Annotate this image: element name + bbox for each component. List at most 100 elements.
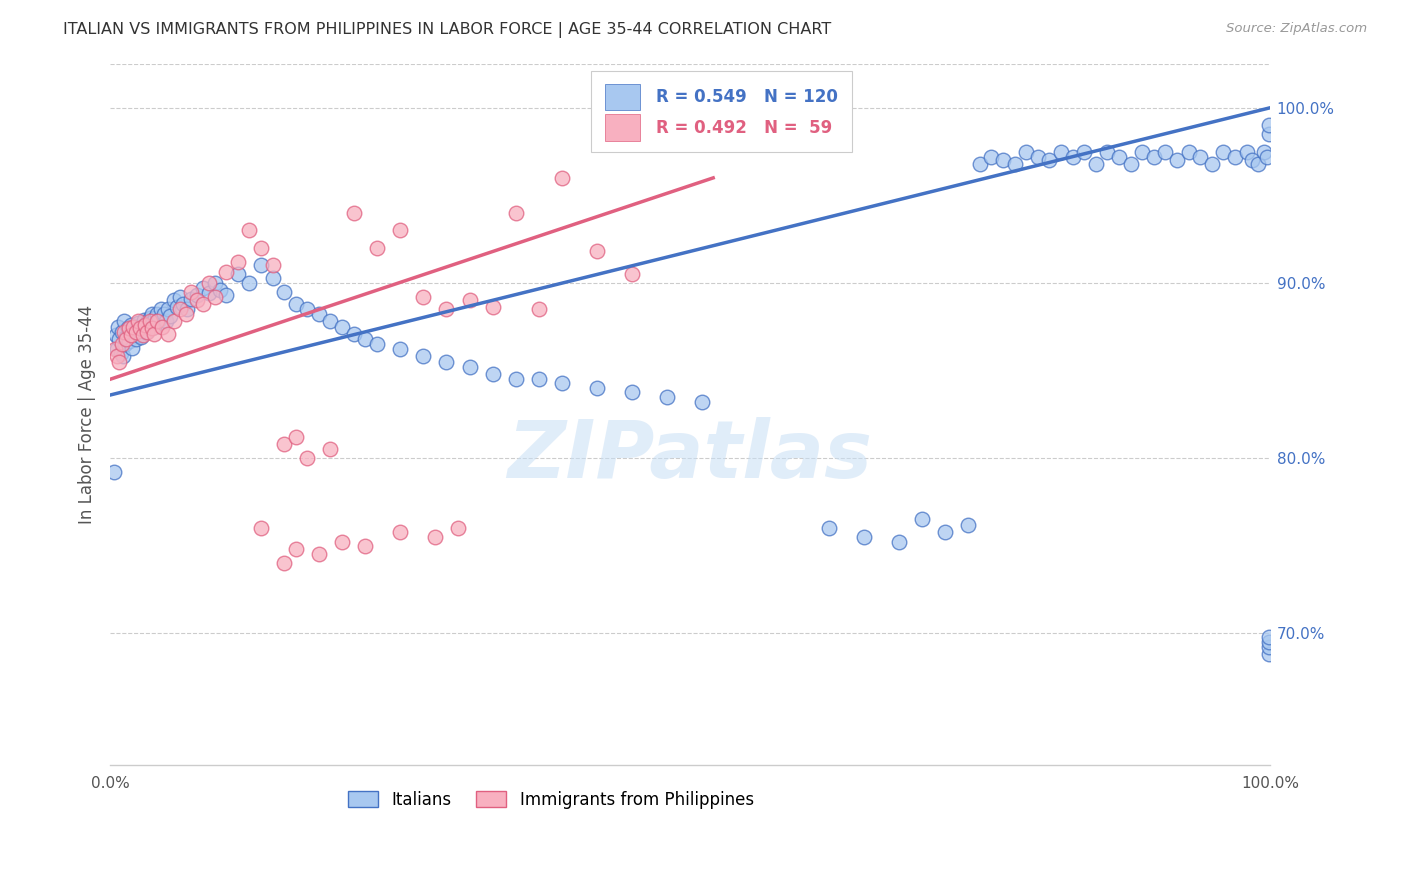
Point <box>166 301 188 315</box>
Point <box>118 321 141 335</box>
Point <box>138 310 160 325</box>
Point <box>163 314 186 328</box>
Point <box>226 267 249 281</box>
Point <box>172 297 194 311</box>
Point <box>141 308 163 322</box>
Point <box>529 372 551 386</box>
Point <box>145 310 167 325</box>
Point <box>969 157 991 171</box>
Point <box>215 288 238 302</box>
Point <box>163 293 186 308</box>
Point <box>273 437 295 451</box>
Point <box>110 346 132 360</box>
Legend: Italians, Immigrants from Philippines: Italians, Immigrants from Philippines <box>342 784 761 815</box>
Point <box>186 293 208 308</box>
Point <box>117 321 139 335</box>
Point <box>1257 635 1279 649</box>
Point <box>1154 145 1177 159</box>
Point <box>204 290 226 304</box>
Point <box>343 326 366 341</box>
Point <box>145 308 167 322</box>
Point <box>176 302 198 317</box>
Point <box>115 330 138 344</box>
Point <box>1177 145 1199 159</box>
Point <box>1143 150 1166 164</box>
Point <box>308 308 330 322</box>
Point <box>136 325 159 339</box>
Point <box>887 535 910 549</box>
Point <box>169 290 191 304</box>
Point <box>120 318 142 332</box>
Point <box>482 301 505 315</box>
Point <box>482 367 505 381</box>
Point <box>135 325 157 339</box>
Point <box>238 276 260 290</box>
Point <box>366 337 388 351</box>
Point <box>136 319 159 334</box>
Point <box>131 330 153 344</box>
Point <box>343 206 366 220</box>
Point <box>127 314 149 328</box>
Point <box>1108 150 1130 164</box>
Point <box>284 542 307 557</box>
Point <box>138 314 160 328</box>
Point <box>319 314 342 328</box>
Point <box>1004 157 1026 171</box>
Point <box>690 395 713 409</box>
Point <box>125 321 148 335</box>
Point <box>250 241 273 255</box>
Point <box>122 328 145 343</box>
Point <box>319 442 342 457</box>
Point <box>111 325 134 339</box>
Point <box>118 326 141 341</box>
Point <box>505 206 527 220</box>
Bar <box>606 84 640 111</box>
Point <box>118 334 141 348</box>
Point <box>436 302 458 317</box>
Point <box>150 319 173 334</box>
Point <box>104 343 127 357</box>
Point <box>1257 647 1279 661</box>
Point <box>354 539 377 553</box>
Point <box>621 384 644 399</box>
Point <box>1241 153 1264 168</box>
Point <box>957 517 980 532</box>
Point <box>1130 145 1153 159</box>
Point <box>1038 153 1060 168</box>
Point <box>120 328 142 343</box>
Point <box>262 259 284 273</box>
Bar <box>606 114 640 141</box>
Point <box>1073 145 1095 159</box>
Point <box>155 314 177 328</box>
Point <box>1256 150 1278 164</box>
Point <box>115 332 138 346</box>
Point <box>1189 150 1212 164</box>
Point <box>1026 150 1049 164</box>
Text: R = 0.492   N =  59: R = 0.492 N = 59 <box>657 119 832 136</box>
Point <box>197 276 219 290</box>
Point <box>423 530 446 544</box>
Point <box>104 328 127 343</box>
Point <box>458 293 481 308</box>
Point <box>1050 145 1073 159</box>
Point <box>980 150 1002 164</box>
Point <box>148 312 170 326</box>
Point <box>131 328 153 343</box>
Point <box>1247 157 1270 171</box>
Point <box>330 535 353 549</box>
Point <box>103 465 125 479</box>
Point <box>191 281 214 295</box>
Point <box>991 153 1014 168</box>
Point <box>655 390 678 404</box>
Point <box>186 288 208 302</box>
Point <box>529 302 551 317</box>
Point <box>145 314 167 328</box>
Point <box>121 341 143 355</box>
Point <box>111 337 134 351</box>
Point <box>1015 145 1038 159</box>
Point <box>191 297 214 311</box>
Point <box>152 308 174 322</box>
Point <box>180 292 202 306</box>
Point <box>107 319 129 334</box>
Y-axis label: In Labor Force | Age 35-44: In Labor Force | Age 35-44 <box>79 305 96 524</box>
